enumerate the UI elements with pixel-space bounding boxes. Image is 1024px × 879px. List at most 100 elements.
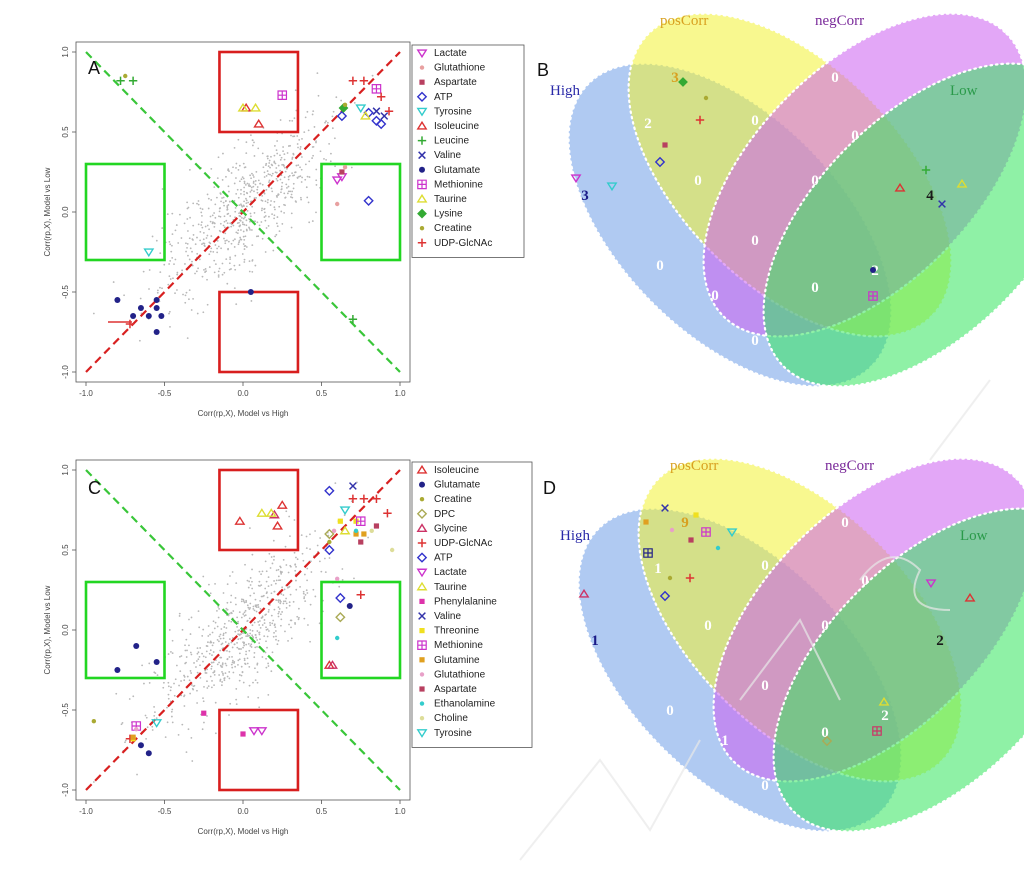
background-point	[234, 216, 236, 219]
box-right	[320, 162, 402, 262]
background-point	[246, 662, 249, 665]
background-point	[155, 717, 158, 720]
legend-swatch	[416, 91, 428, 102]
background-point	[256, 186, 259, 188]
background-point	[259, 607, 262, 610]
background-point	[245, 197, 247, 200]
background-point	[204, 225, 207, 228]
background-point	[239, 236, 242, 239]
background-point	[209, 250, 212, 253]
background-point	[279, 169, 282, 172]
background-point	[256, 221, 259, 224]
background-point	[281, 181, 284, 184]
background-point	[254, 679, 257, 682]
background-point	[269, 173, 271, 176]
background-point	[243, 245, 246, 247]
background-point	[202, 628, 205, 631]
background-point	[183, 222, 186, 225]
background-point	[222, 152, 224, 155]
series-aspartate	[358, 523, 380, 545]
background-point	[167, 693, 170, 696]
background-point	[268, 179, 271, 182]
background-point	[282, 594, 285, 596]
data-point	[375, 118, 387, 130]
background-point	[303, 597, 306, 600]
venn-marker	[693, 512, 699, 518]
background-point	[277, 575, 280, 578]
background-point	[178, 213, 181, 216]
venn-count-pos-neg-low: 0	[821, 618, 829, 634]
panel-letter: D	[543, 478, 556, 498]
background-point	[266, 646, 268, 649]
data-point	[339, 525, 351, 535]
background-point	[240, 229, 242, 231]
background-point	[293, 551, 296, 554]
data-point	[342, 102, 348, 108]
background-point	[206, 303, 209, 306]
background-point	[187, 254, 189, 257]
background-point	[268, 630, 270, 632]
background-point	[154, 711, 156, 714]
background-point	[187, 230, 189, 232]
background-point	[254, 220, 257, 223]
background-point	[288, 119, 291, 122]
background-point	[277, 615, 280, 618]
data-point	[348, 315, 358, 324]
background-point	[208, 266, 211, 268]
background-point	[237, 659, 240, 662]
background-point	[263, 176, 266, 178]
background-point	[173, 263, 175, 266]
background-point	[224, 641, 227, 643]
venn-label-high: High	[550, 83, 581, 99]
data-point	[353, 531, 359, 537]
background-point	[273, 631, 275, 634]
legend-entry: Tyrosine	[434, 106, 472, 117]
venn-count-high-neg: 0	[666, 703, 674, 719]
background-point	[171, 233, 174, 236]
background-point	[179, 670, 182, 673]
background-point	[258, 633, 261, 636]
background-point	[279, 154, 281, 157]
background-point	[230, 611, 233, 614]
background-point	[176, 271, 179, 274]
x-tick-label: 0.5	[316, 389, 328, 398]
background-point	[216, 177, 219, 180]
background-point	[334, 482, 337, 485]
background-point	[273, 200, 276, 203]
background-point	[246, 209, 249, 212]
background-point	[162, 681, 165, 684]
background-point	[242, 681, 245, 684]
background-point	[260, 209, 263, 212]
background-point	[261, 624, 264, 626]
background-point	[286, 192, 289, 195]
background-point	[261, 656, 264, 658]
background-point	[350, 166, 353, 169]
background-point	[223, 271, 226, 274]
background-point	[276, 216, 279, 218]
background-point	[279, 602, 282, 605]
background-point	[275, 579, 278, 582]
background-point	[206, 715, 208, 717]
data-point	[276, 500, 288, 509]
background-point	[224, 672, 227, 674]
background-point	[301, 176, 304, 179]
background-point	[188, 237, 191, 240]
background-point	[318, 622, 321, 625]
background-point	[219, 633, 222, 636]
background-point	[267, 693, 270, 696]
background-point	[161, 227, 164, 229]
background-point	[287, 145, 290, 147]
background-point	[186, 649, 188, 652]
background-point	[258, 570, 261, 573]
background-point	[237, 622, 240, 625]
legend-swatch	[416, 581, 428, 591]
background-point	[284, 170, 287, 173]
background-point	[136, 773, 138, 776]
background-point	[238, 674, 241, 676]
legend-swatch	[416, 464, 428, 474]
background-point	[196, 647, 199, 650]
background-point	[211, 644, 214, 647]
legend-swatch	[419, 716, 425, 721]
background-point	[200, 224, 203, 226]
